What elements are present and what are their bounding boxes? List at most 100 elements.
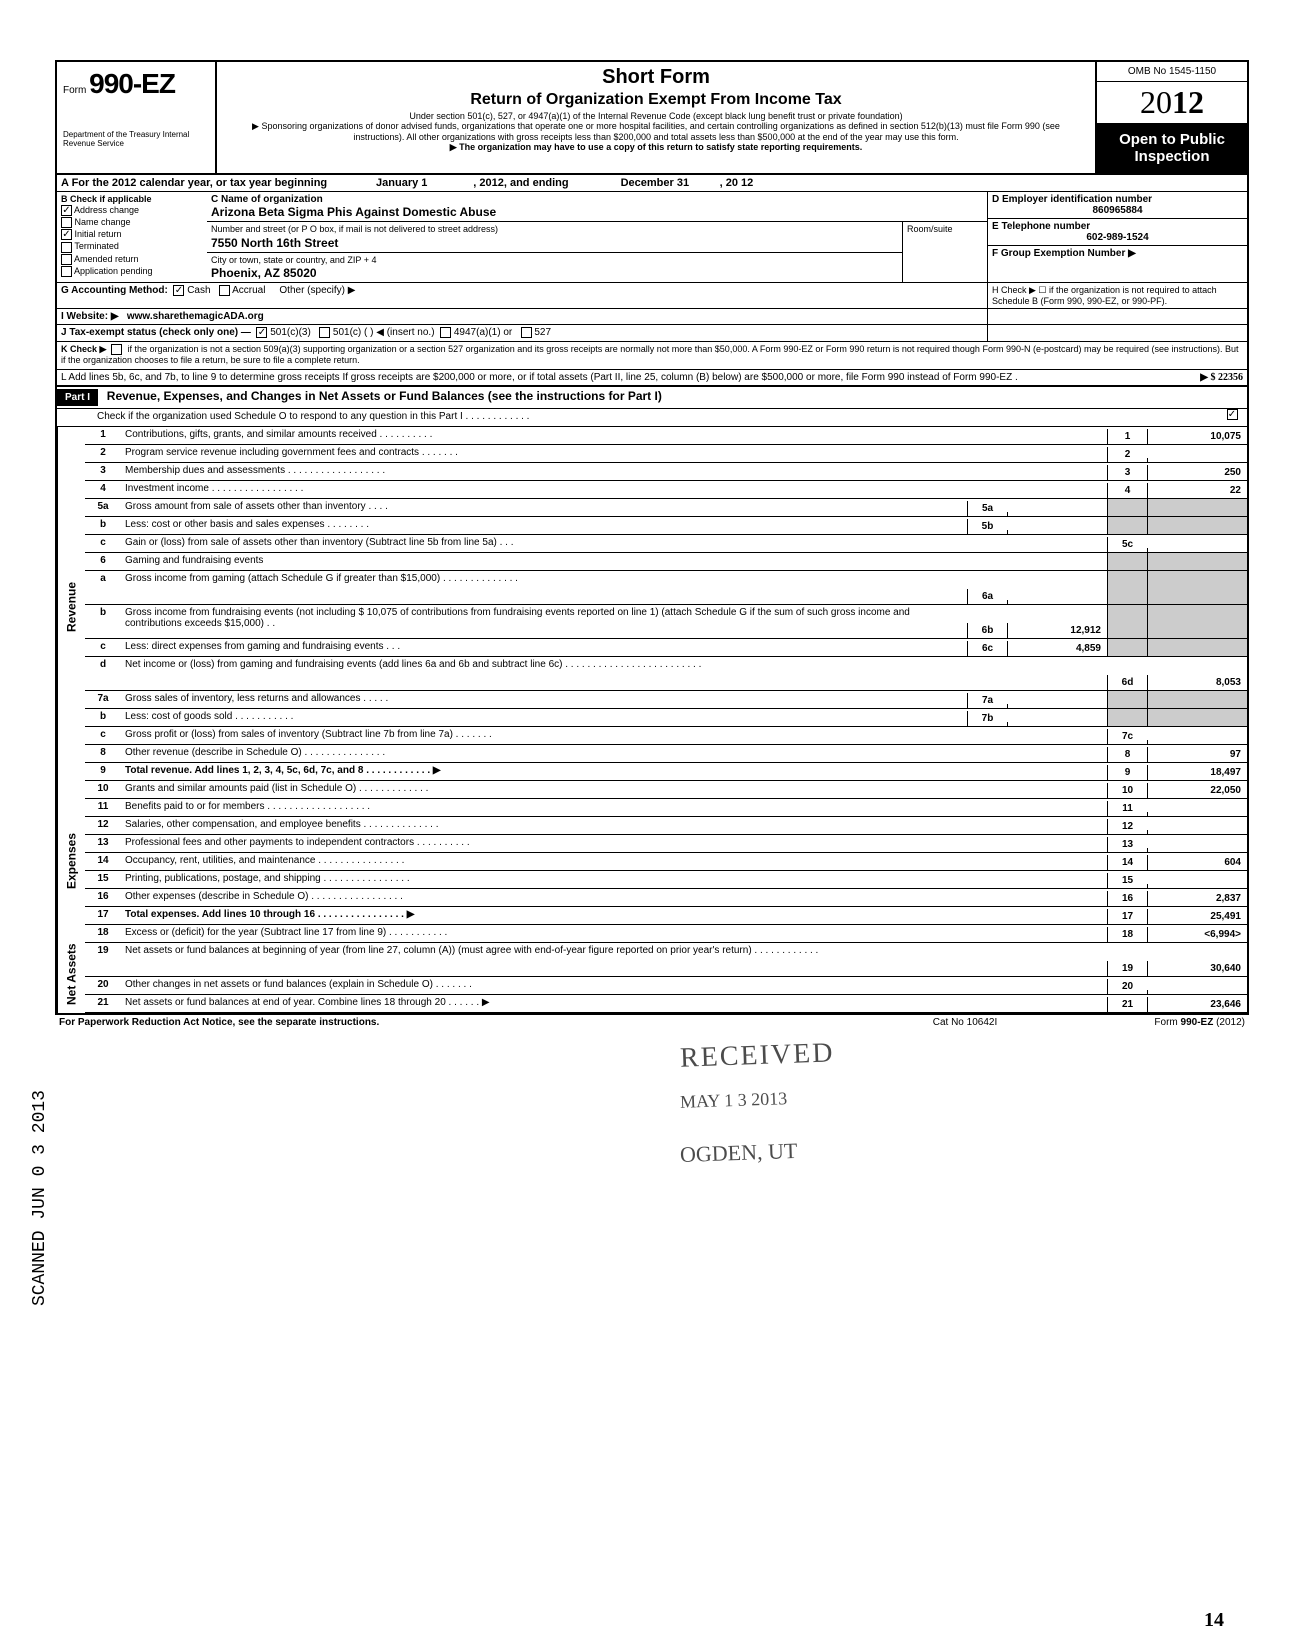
line-1: 1Contributions, gifts, grants, and simil… — [85, 427, 1247, 445]
501c-checkbox[interactable] — [319, 327, 330, 338]
line-6: 6Gaming and fundraising events — [85, 553, 1247, 571]
form-number: 990-EZ — [89, 68, 175, 99]
schedule-o-check-row: Check if the organization used Schedule … — [57, 409, 1247, 427]
check-name-change[interactable]: Name change — [61, 217, 203, 228]
date-stamp: MAY 1 3 2013 — [680, 1088, 788, 1113]
section-b: B Check if applicable ✓ Address change N… — [57, 192, 1247, 283]
line-18: 18Excess or (deficit) for the year (Subt… — [85, 925, 1247, 943]
check-application-pending[interactable]: Application pending — [61, 266, 203, 277]
line-8: 8Other revenue (describe in Schedule O) … — [85, 745, 1247, 763]
ein-value: 860965884 — [992, 205, 1243, 216]
website-url: www.sharethemagicADA.org — [127, 311, 264, 322]
line-c: cGain or (loss) from sale of assets othe… — [85, 535, 1247, 553]
name-address-column: C Name of organization Arizona Beta Sigm… — [207, 192, 987, 282]
check-address-change[interactable]: ✓ Address change — [61, 205, 203, 216]
header-left: Form 990-EZ Department of the Treasury I… — [57, 62, 217, 173]
street-address: 7550 North 16th Street — [211, 236, 338, 250]
b-label: B Check if applicable — [61, 194, 203, 204]
subtitle-3: ▶ The organization may have to use a cop… — [227, 142, 1085, 153]
line-17: 17Total expenses. Add lines 10 through 1… — [85, 907, 1247, 925]
city-row: City or town, state or country, and ZIP … — [207, 253, 902, 283]
line-15: 15Printing, publications, postage, and s… — [85, 871, 1247, 889]
line-9: 9Total revenue. Add lines 1, 2, 3, 4, 5c… — [85, 763, 1247, 781]
org-name: Arizona Beta Sigma Phis Against Domestic… — [211, 205, 496, 219]
line-a: aGross income from gaming (attach Schedu… — [85, 571, 1247, 605]
expenses-label: Expenses — [57, 787, 85, 935]
lines-container: Revenue Expenses Net Assets 1Contributio… — [57, 427, 1247, 1013]
form-990-ez: Form 990-EZ Department of the Treasury I… — [55, 60, 1249, 1015]
ogden-stamp: OGDEN, UT — [680, 1138, 798, 1168]
footer: For Paperwork Reduction Act Notice, see … — [55, 1015, 1249, 1030]
part-1-header: Part I Revenue, Expenses, and Changes in… — [57, 387, 1247, 409]
line-d: dNet income or (loss) from gaming and fu… — [85, 657, 1247, 691]
line-b: bLess: cost or other basis and sales exp… — [85, 517, 1247, 535]
line-c: cLess: direct expenses from gaming and f… — [85, 639, 1247, 657]
part-1-label: Part I — [57, 389, 98, 406]
footer-form: Form 990-EZ (2012) — [1065, 1017, 1245, 1028]
line-12: 12Salaries, other compensation, and empl… — [85, 817, 1247, 835]
cash-checkbox[interactable]: ✓ — [173, 285, 184, 296]
l-line-row: L Add lines 5b, 6c, and 7b, to line 9 to… — [57, 370, 1247, 387]
l-amount: ▶ $ 22356 — [1200, 372, 1243, 383]
line-16: 16Other expenses (describe in Schedule O… — [85, 889, 1247, 907]
website-row: I Website: ▶ www.sharethemagicADA.org — [57, 309, 1247, 325]
form-header: Form 990-EZ Department of the Treasury I… — [57, 62, 1247, 175]
part-1-title: Revenue, Expenses, and Changes in Net As… — [101, 389, 662, 403]
line-b: bGross income from fundraising events (n… — [85, 605, 1247, 639]
form-prefix: Form — [63, 85, 86, 96]
schedule-o-checkbox[interactable]: ✓ — [1227, 409, 1238, 420]
street-row: Number and street (or P O box, if mail i… — [207, 222, 902, 253]
line-20: 20Other changes in net assets or fund ba… — [85, 977, 1247, 995]
line-5a: 5aGross amount from sale of assets other… — [85, 499, 1247, 517]
period-row: A For the 2012 calendar year, or tax yea… — [57, 175, 1247, 192]
city-state-zip: Phoenix, AZ 85020 — [211, 266, 317, 280]
k-check-row: K Check ▶ if the organization is not a s… — [57, 342, 1247, 370]
check-amended-return[interactable]: Amended return — [61, 254, 203, 265]
c-name-row: C Name of organization Arizona Beta Sigm… — [207, 192, 987, 222]
phone-row: E Telephone number 602-989-1524 — [988, 219, 1247, 246]
accrual-checkbox[interactable] — [219, 285, 230, 296]
line-13: 13Professional fees and other payments t… — [85, 835, 1247, 853]
checks-column: B Check if applicable ✓ Address change N… — [57, 192, 207, 282]
tax-year: 2012 — [1097, 82, 1247, 123]
header-right: OMB No 1545-1150 2012 Open to PublicInsp… — [1097, 62, 1247, 173]
line-10: 10Grants and similar amounts paid (list … — [85, 781, 1247, 799]
line-14: 14Occupancy, rent, utilities, and mainte… — [85, 853, 1247, 871]
room-suite: Room/suite — [902, 222, 987, 282]
k-checkbox[interactable] — [111, 344, 122, 355]
phone-value: 602-989-1524 — [992, 232, 1243, 243]
527-checkbox[interactable] — [521, 327, 532, 338]
h-check: H Check ▶ ☐ if the organization is not r… — [987, 283, 1247, 308]
line-c: cGross profit or (loss) from sales of in… — [85, 727, 1247, 745]
line-3: 3Membership dues and assessments . . . .… — [85, 463, 1247, 481]
right-column: D Employer identification number 8609658… — [987, 192, 1247, 282]
line-b: bLess: cost of goods sold . . . . . . . … — [85, 709, 1247, 727]
line-19: 19Net assets or fund balances at beginni… — [85, 943, 1247, 977]
omb-number: OMB No 1545-1150 — [1097, 62, 1247, 82]
tax-status-row: J Tax-exempt status (check only one) — ✓… — [57, 325, 1247, 341]
line-21: 21Net assets or fund balances at end of … — [85, 995, 1247, 1013]
line-4: 4Investment income . . . . . . . . . . .… — [85, 481, 1247, 499]
subtitle-2: ▶ Sponsoring organizations of donor advi… — [227, 121, 1085, 142]
accounting-row: G Accounting Method: ✓ Cash Accrual Othe… — [57, 283, 1247, 309]
title-short-form: Short Form — [227, 66, 1085, 89]
received-stamp: RECEIVED — [679, 1037, 834, 1074]
footer-cat: Cat No 10642I — [865, 1017, 1065, 1028]
header-center: Short Form Return of Organization Exempt… — [217, 62, 1097, 173]
4947-checkbox[interactable] — [440, 327, 451, 338]
check-terminated[interactable]: Terminated — [61, 241, 203, 252]
dept-label: Department of the Treasury Internal Reve… — [63, 100, 209, 148]
net-assets-label: Net Assets — [57, 935, 85, 1013]
subtitle-1: Under section 501(c), 527, or 4947(a)(1)… — [227, 111, 1085, 121]
scanned-stamp: SCANNED JUN 0 3 2013 — [30, 1090, 50, 1306]
page-number: 14 — [1204, 1609, 1224, 1632]
501c3-checkbox[interactable]: ✓ — [256, 327, 267, 338]
open-to-public: Open to PublicInspection — [1097, 123, 1247, 173]
check-initial-return[interactable]: ✓ Initial return — [61, 229, 203, 240]
revenue-label: Revenue — [57, 427, 85, 787]
title-return: Return of Organization Exempt From Incom… — [227, 91, 1085, 109]
footer-notice: For Paperwork Reduction Act Notice, see … — [59, 1017, 865, 1028]
line-7a: 7aGross sales of inventory, less returns… — [85, 691, 1247, 709]
ein-row: D Employer identification number 8609658… — [988, 192, 1247, 219]
group-exemption: F Group Exemption Number ▶ — [988, 246, 1247, 261]
